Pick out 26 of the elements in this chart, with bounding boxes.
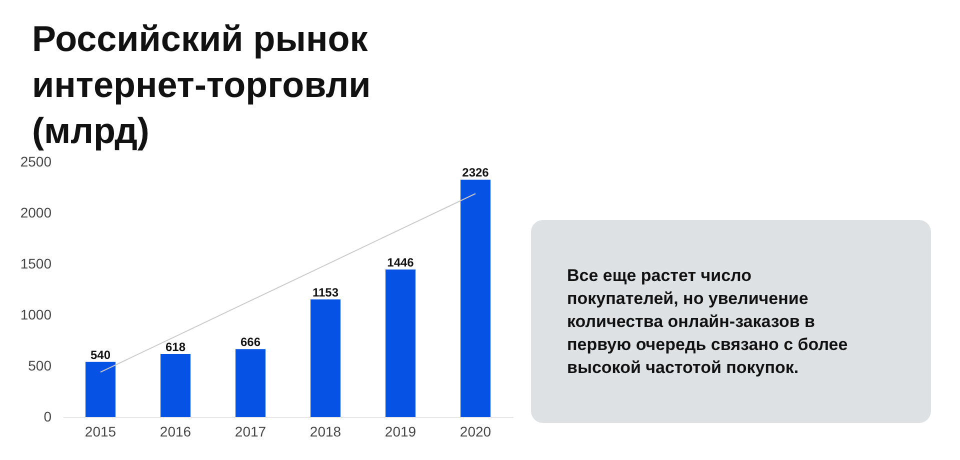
bar <box>160 354 190 417</box>
data-label: 2326 <box>462 166 490 180</box>
x-tick-label: 2016 <box>160 424 192 440</box>
y-tick-label: 1500 <box>20 256 52 272</box>
bar <box>310 299 340 417</box>
x-tick-label: 2017 <box>234 424 266 440</box>
bar <box>386 270 416 417</box>
y-tick-label: 500 <box>28 358 52 374</box>
y-tick-label: 2500 <box>20 154 52 170</box>
x-tick-label: 2018 <box>310 424 342 440</box>
y-tick-label: 0 <box>44 408 52 424</box>
data-label: 1153 <box>312 285 339 300</box>
data-label: 540 <box>90 348 111 362</box>
bar <box>236 349 266 417</box>
bar <box>460 180 490 417</box>
bar <box>86 362 116 417</box>
chart-title: Российский рынок интернет-торговли (млрд) <box>32 17 372 153</box>
y-tick-label: 2000 <box>20 204 52 220</box>
text: Все еще растет число покупателей, но увеличение количества онлайн-заказов в первую очередь связано с более высокой частотой покупок. <box>567 265 849 379</box>
data-label: 1446 <box>387 256 414 270</box>
x-tick-label: 2019 <box>384 424 416 440</box>
x-tick-label: 2020 <box>460 424 492 440</box>
x-tick-label: 2015 <box>84 424 116 440</box>
y-tick-label: 1000 <box>20 306 52 322</box>
data-label: 666 <box>240 335 261 350</box>
data-label: 618 <box>165 340 186 354</box>
